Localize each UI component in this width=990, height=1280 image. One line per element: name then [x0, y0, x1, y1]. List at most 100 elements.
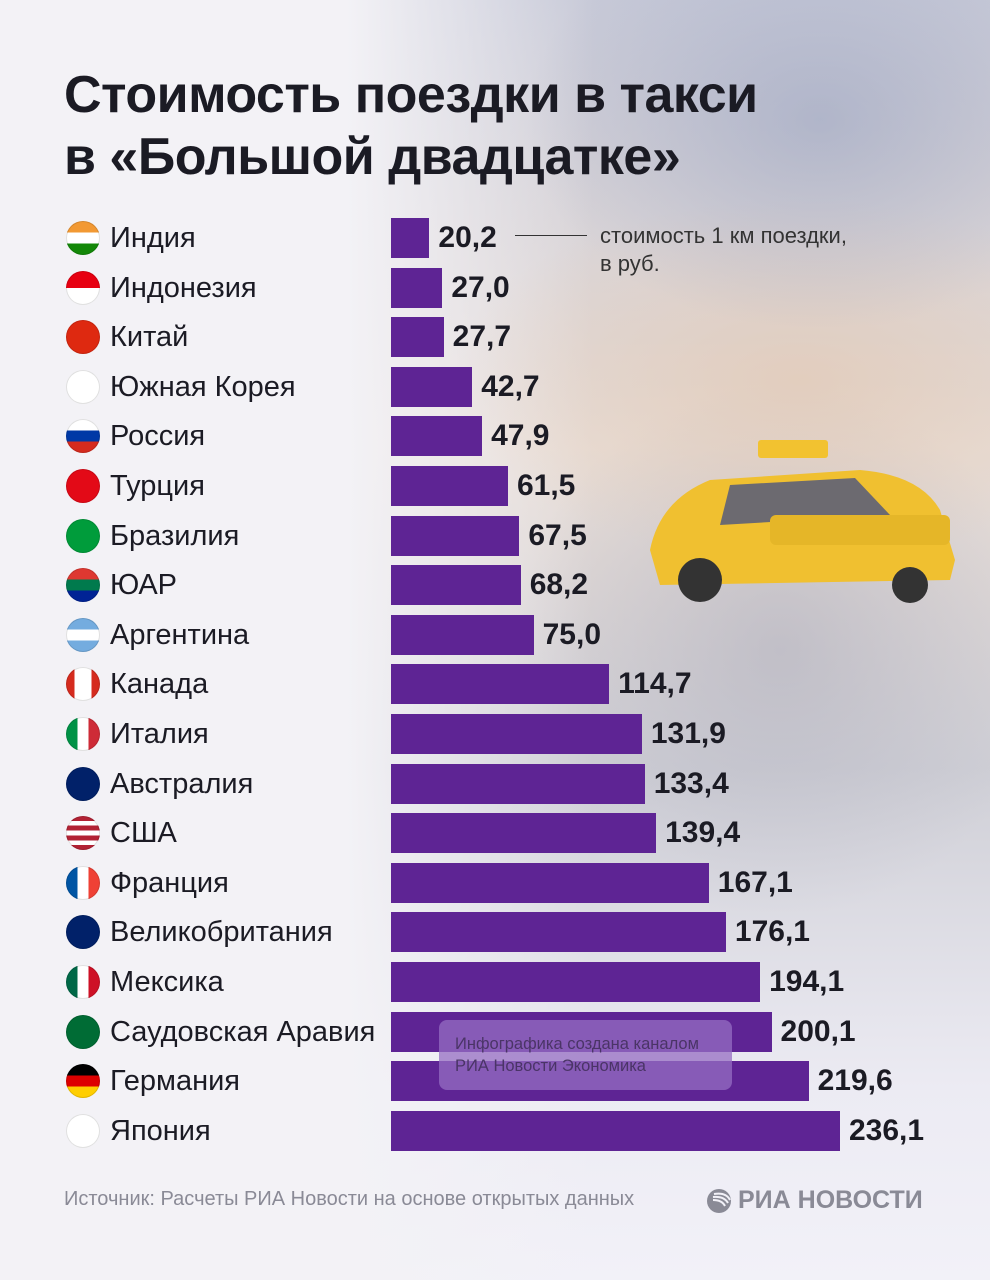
bar [391, 317, 444, 358]
value-label: 68,2 [529, 568, 589, 602]
flag-icon [66, 1064, 100, 1099]
country-label: Аргентина [110, 618, 250, 651]
value-label: 27,7 [452, 320, 512, 354]
value-label: 131,9 [650, 717, 726, 750]
bar [391, 614, 534, 655]
flag-icon [66, 617, 100, 652]
country-label: Россия [110, 420, 206, 453]
flag-icon [66, 766, 100, 801]
bar-row: Италия 131,9 [0, 714, 990, 754]
bar-row: Франция 167,1 [0, 862, 990, 903]
value-label: 47,9 [491, 419, 550, 453]
annotation-line-1: стоимость 1 км поездки, [600, 223, 847, 248]
country-label: Бразилия [110, 519, 240, 552]
title-line-2: в «Большой двадцатке» [64, 128, 681, 186]
title-line-1: Стоимость поездки в такси [64, 66, 758, 124]
bar-row: Великобритания 176,1 [0, 912, 990, 953]
value-label: 114,7 [618, 667, 692, 701]
bar-row: Индонезия 27,0 [0, 267, 990, 308]
flag-icon [66, 518, 100, 553]
value-label: 176,1 [734, 915, 810, 949]
value-label: 61,5 [516, 469, 576, 502]
bar [391, 218, 430, 258]
bar [391, 267, 443, 308]
value-label: 236,1 [849, 1113, 925, 1147]
country-label: Германия [110, 1065, 241, 1098]
country-label: Япония [110, 1114, 211, 1147]
flag-icon [66, 320, 100, 355]
bar [391, 416, 483, 457]
country-label: США [110, 817, 177, 850]
flag-icon [66, 915, 100, 950]
flag-icon [66, 221, 100, 255]
annotation-leader-line [515, 235, 587, 236]
bar-row: Мексика 194,1 [0, 962, 990, 1002]
country-label: Франция [110, 866, 229, 899]
flag-icon [66, 469, 100, 503]
bar-row: ЮАР 68,2 [0, 565, 990, 606]
bar-row: Китай 27,7 [0, 317, 990, 358]
value-label: 139,4 [665, 816, 741, 850]
bar-row: США 139,4 [0, 813, 990, 854]
logo-text: РИА НОВОСТИ [738, 1186, 923, 1214]
country-label: Италия [110, 718, 209, 750]
bar [391, 862, 709, 903]
value-label: 133,4 [653, 766, 729, 800]
bar-row: Бразилия 67,5 [0, 515, 990, 556]
bar [391, 714, 642, 754]
bar [391, 962, 761, 1002]
value-label: 75,0 [542, 617, 602, 651]
value-label: 219,6 [817, 1064, 893, 1098]
chart-title: Стоимость поездки в такси в «Большой двад… [64, 64, 758, 188]
watermark-line-2: РИА Новости Экономика [455, 1057, 646, 1075]
flag-icon [66, 1014, 100, 1049]
taxi-car-illustration [650, 440, 955, 603]
bar-row: Россия 47,9 [0, 416, 990, 457]
bar [391, 813, 657, 854]
bar-row: Австралия 133,4 [0, 763, 990, 804]
country-label: Китай [110, 321, 189, 354]
country-label: Южная Корея [110, 370, 296, 403]
country-label: Саудовская Аравия [110, 1015, 376, 1048]
country-label: Канада [110, 668, 209, 701]
flag-icon [66, 965, 100, 999]
ria-logo-icon [707, 1188, 731, 1213]
bar [391, 664, 610, 705]
country-label: Индия [110, 222, 196, 254]
flag-icon [66, 568, 100, 603]
bar [391, 515, 520, 556]
bar-row: Канада 114,7 [0, 664, 990, 705]
annotation-line-2: в руб. [600, 251, 660, 276]
bar-row: Южная Корея 42,7 [0, 366, 990, 407]
value-label: 194,1 [769, 965, 845, 998]
ria-logo: РИА НОВОСТИ [706, 1186, 923, 1215]
unit-annotation: стоимость 1 км поездки, в руб. [600, 222, 847, 278]
flag-icon [66, 865, 100, 900]
country-label: Великобритания [110, 916, 333, 949]
value-label: 42,7 [481, 369, 540, 403]
bar-row: Япония 236,1 [0, 1110, 990, 1151]
value-label: 200,1 [780, 1014, 856, 1048]
country-label: Австралия [110, 767, 254, 800]
country-label: Турция [110, 470, 205, 502]
source-note: Источник: Расчеты РИА Новости на основе … [64, 1188, 635, 1210]
flag-icon [66, 419, 100, 454]
bar [391, 763, 645, 804]
bar-row: Индия 20,2 [0, 218, 990, 258]
flag-icon [66, 369, 100, 404]
country-label: Мексика [110, 966, 224, 998]
flag-icon [66, 270, 100, 305]
bar [391, 466, 508, 506]
flag-icon [66, 816, 100, 851]
value-label: 67,5 [528, 518, 587, 552]
bar [391, 1110, 840, 1151]
watermark-box: Инфографика создана каналом РИА Новости Э… [439, 1020, 732, 1090]
flag-icon [66, 667, 100, 702]
flag-icon [66, 1113, 100, 1148]
value-label: 27,0 [451, 270, 510, 304]
bar [391, 565, 521, 606]
bar [391, 366, 473, 407]
bar-row: Турция 61,5 [0, 466, 990, 506]
flag-icon [66, 717, 100, 751]
value-label: 20,2 [438, 221, 497, 254]
